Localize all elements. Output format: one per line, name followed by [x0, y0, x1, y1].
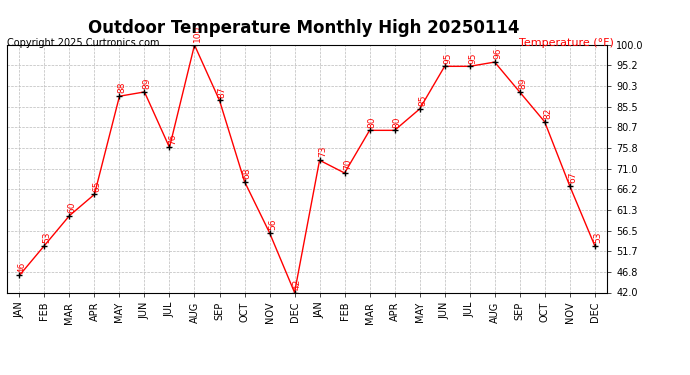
Text: 67: 67: [568, 171, 577, 183]
Text: 95: 95: [468, 52, 477, 63]
Text: 46: 46: [18, 261, 27, 273]
Text: 87: 87: [218, 86, 227, 98]
Text: 95: 95: [443, 52, 452, 63]
Text: 88: 88: [118, 82, 127, 93]
Text: 80: 80: [368, 116, 377, 128]
Text: 80: 80: [393, 116, 402, 128]
Text: 89: 89: [518, 78, 527, 89]
Text: 53: 53: [593, 231, 602, 243]
Text: Temperature (°F): Temperature (°F): [520, 38, 614, 48]
Text: 76: 76: [168, 133, 177, 145]
Text: Copyright 2025 Curtronics.com: Copyright 2025 Curtronics.com: [7, 38, 159, 48]
Text: 82: 82: [543, 108, 552, 119]
Text: 56: 56: [268, 219, 277, 230]
Text: 96: 96: [493, 48, 502, 59]
Text: 85: 85: [418, 95, 427, 106]
Text: 60: 60: [68, 201, 77, 213]
Text: 70: 70: [343, 159, 352, 170]
Text: 53: 53: [43, 231, 52, 243]
Text: 68: 68: [243, 167, 252, 179]
Text: 65: 65: [92, 180, 101, 192]
Text: 42: 42: [293, 279, 302, 290]
Text: 100: 100: [193, 25, 201, 42]
Text: 73: 73: [318, 146, 327, 158]
Text: Outdoor Temperature Monthly High 20250114: Outdoor Temperature Monthly High 2025011…: [88, 19, 520, 37]
Text: 89: 89: [143, 78, 152, 89]
